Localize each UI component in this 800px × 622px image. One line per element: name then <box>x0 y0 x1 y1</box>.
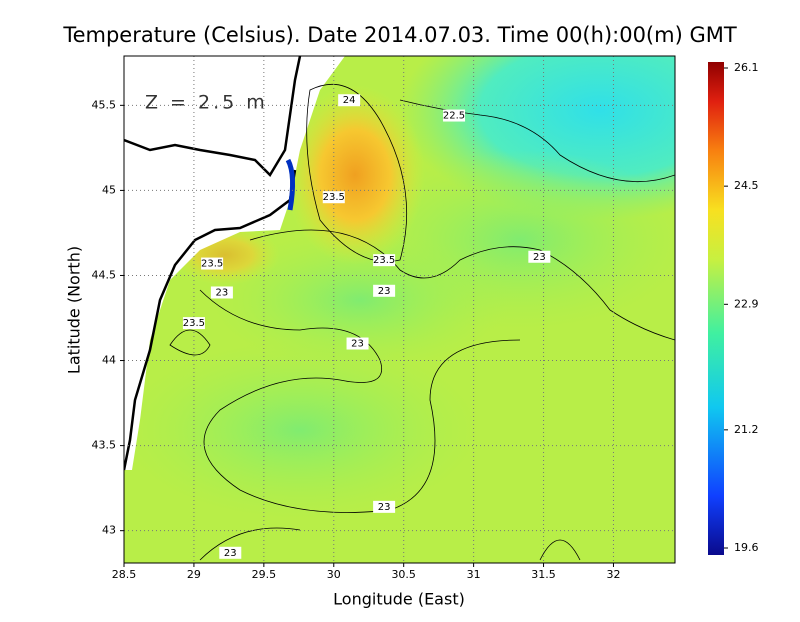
y-tick-label: 45.5 <box>92 98 117 111</box>
contour-label-bg <box>322 191 345 204</box>
contour-label-bg <box>182 317 205 330</box>
contour-label: 24 <box>343 95 356 106</box>
x-tick-label: 31 <box>467 568 481 581</box>
x-tick-label: 32 <box>606 568 620 581</box>
x-tick-label: 31.5 <box>531 568 556 581</box>
x-tick-label: 29.5 <box>252 568 277 581</box>
plot-frame <box>123 55 676 564</box>
y-axis-label: Latitude (North) <box>65 246 84 374</box>
colorbar-tick-label: 22.9 <box>734 297 759 310</box>
contour-label-bg <box>373 284 396 297</box>
x-tick-label: 29 <box>187 568 201 581</box>
contour-label: 23.5 <box>373 255 395 266</box>
contour-label-bg <box>528 250 551 263</box>
colorbar-tick-label: 21.2 <box>734 423 759 436</box>
x-tick-label: 30.5 <box>391 568 416 581</box>
contour-label-bg <box>201 257 224 270</box>
contour-label: 23 <box>351 339 364 350</box>
x-axis-label: Longitude (East) <box>333 590 465 609</box>
colorbar-tick-label: 26.1 <box>734 61 759 74</box>
colorbar-tick-label: 24.5 <box>734 179 759 192</box>
contour-label-bg <box>373 500 396 513</box>
contour-label: 23 <box>533 252 546 263</box>
y-tick-label: 43 <box>102 524 116 537</box>
contour-label-bg <box>219 546 242 559</box>
contour-label-bg <box>443 109 466 122</box>
y-tick-label: 44 <box>102 354 116 367</box>
contour-label: 23 <box>216 287 229 298</box>
colorbar-tick-label: 19.6 <box>734 541 759 554</box>
contour-label: 23.5 <box>323 192 345 203</box>
contour-label: 23 <box>378 502 391 513</box>
contour-label-bg <box>346 337 369 350</box>
y-tick-label: 45 <box>102 183 116 196</box>
temperature-field <box>124 56 675 563</box>
title: Temperature (Celsius). Date 2014.07.03. … <box>62 23 737 47</box>
x-tick-label: 28.5 <box>112 568 137 581</box>
contour-label-bg <box>338 94 361 107</box>
contour-label-bg <box>373 254 396 267</box>
x-tick-label: 30 <box>327 568 341 581</box>
y-tick-label: 44.5 <box>92 268 117 281</box>
contour-label: 23 <box>224 548 237 559</box>
contour-label: 23.5 <box>183 318 205 329</box>
depth-label: Z = 2.5 m <box>145 92 268 114</box>
contour-label: 23.5 <box>201 259 223 270</box>
colorbar <box>708 62 724 555</box>
contour-label: 22.5 <box>443 111 465 122</box>
contour-label: 23 <box>378 286 391 297</box>
y-tick-label: 43.5 <box>92 439 117 452</box>
contour-label-bg <box>210 286 233 299</box>
